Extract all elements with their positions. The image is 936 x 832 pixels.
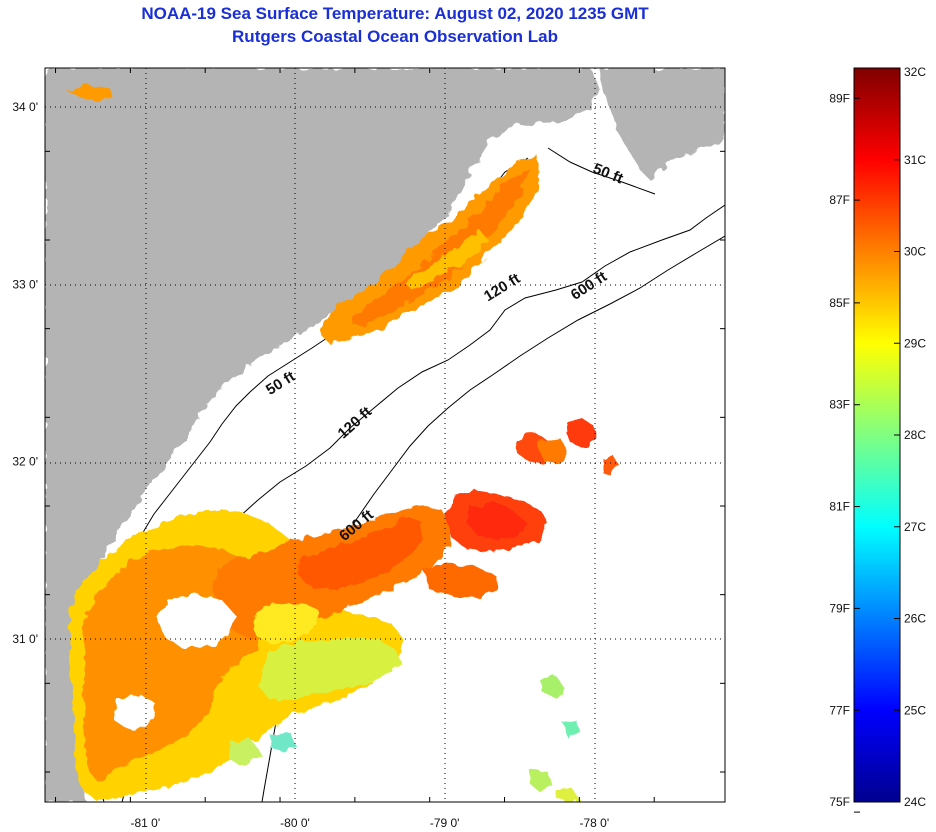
lon-label: -79 0': [430, 816, 460, 830]
colorbar-fahrenheit-label: 81F: [829, 500, 850, 514]
colorbar-fahrenheit-label: 75F: [829, 795, 850, 809]
lat-label: 33 0': [12, 277, 38, 291]
colorbar-fahrenheit-label: 89F: [829, 91, 850, 105]
colorbar-fahrenheit-label: 87F: [829, 193, 850, 207]
sst-north-band: [66, 85, 540, 344]
colorbar-celsius-label: 26C: [904, 612, 926, 626]
colorbar-fahrenheit-label: 79F: [829, 601, 850, 615]
lat-label: 32 0': [12, 455, 38, 469]
colorbar-fahrenheit-label: 77F: [829, 703, 850, 717]
sst-map: 34 0' 33 0' 32 0' 31 0' -81 0' -80 0' -79 0' -…: [12, 67, 726, 830]
lon-label: -80 0': [280, 816, 310, 830]
graticule: [45, 68, 725, 802]
colorbar-celsius-label: 25C: [904, 703, 926, 717]
lon-label: -81 0': [131, 816, 161, 830]
lat-label: 31 0': [12, 632, 38, 646]
land-outer-banks: [598, 68, 725, 180]
map-title: NOAA-19 Sea Surface Temperature: August …: [141, 4, 649, 23]
colorbar-gradient: [853, 67, 901, 803]
colorbar-celsius-label: 28C: [904, 428, 926, 442]
colorbar-celsius-label: 31C: [904, 153, 926, 167]
map-subtitle: Rutgers Coastal Ocean Observation Lab: [232, 27, 558, 46]
colorbar-celsius-label: 24C: [904, 795, 926, 809]
colorbar-celsius-label: 30C: [904, 245, 926, 259]
colorbar-celsius-label: 27C: [904, 520, 926, 534]
colorbar-fahrenheit-label: 85F: [829, 296, 850, 310]
colorbar-fahrenheit-label: 83F: [829, 398, 850, 412]
frame-ticks: [45, 68, 725, 802]
lat-label: 34 0': [12, 100, 38, 114]
map-frame: [44, 67, 726, 803]
land-mass: [45, 68, 600, 802]
colorbar: 89F 87F 85F 83F 81F 79F 77F 75F 32C 31C 30C 29C 28C…: [829, 65, 926, 813]
lon-label: -78 0': [580, 816, 610, 830]
colorbar-celsius-label: 32C: [904, 65, 926, 79]
colorbar-celsius-label: 29C: [904, 336, 926, 350]
